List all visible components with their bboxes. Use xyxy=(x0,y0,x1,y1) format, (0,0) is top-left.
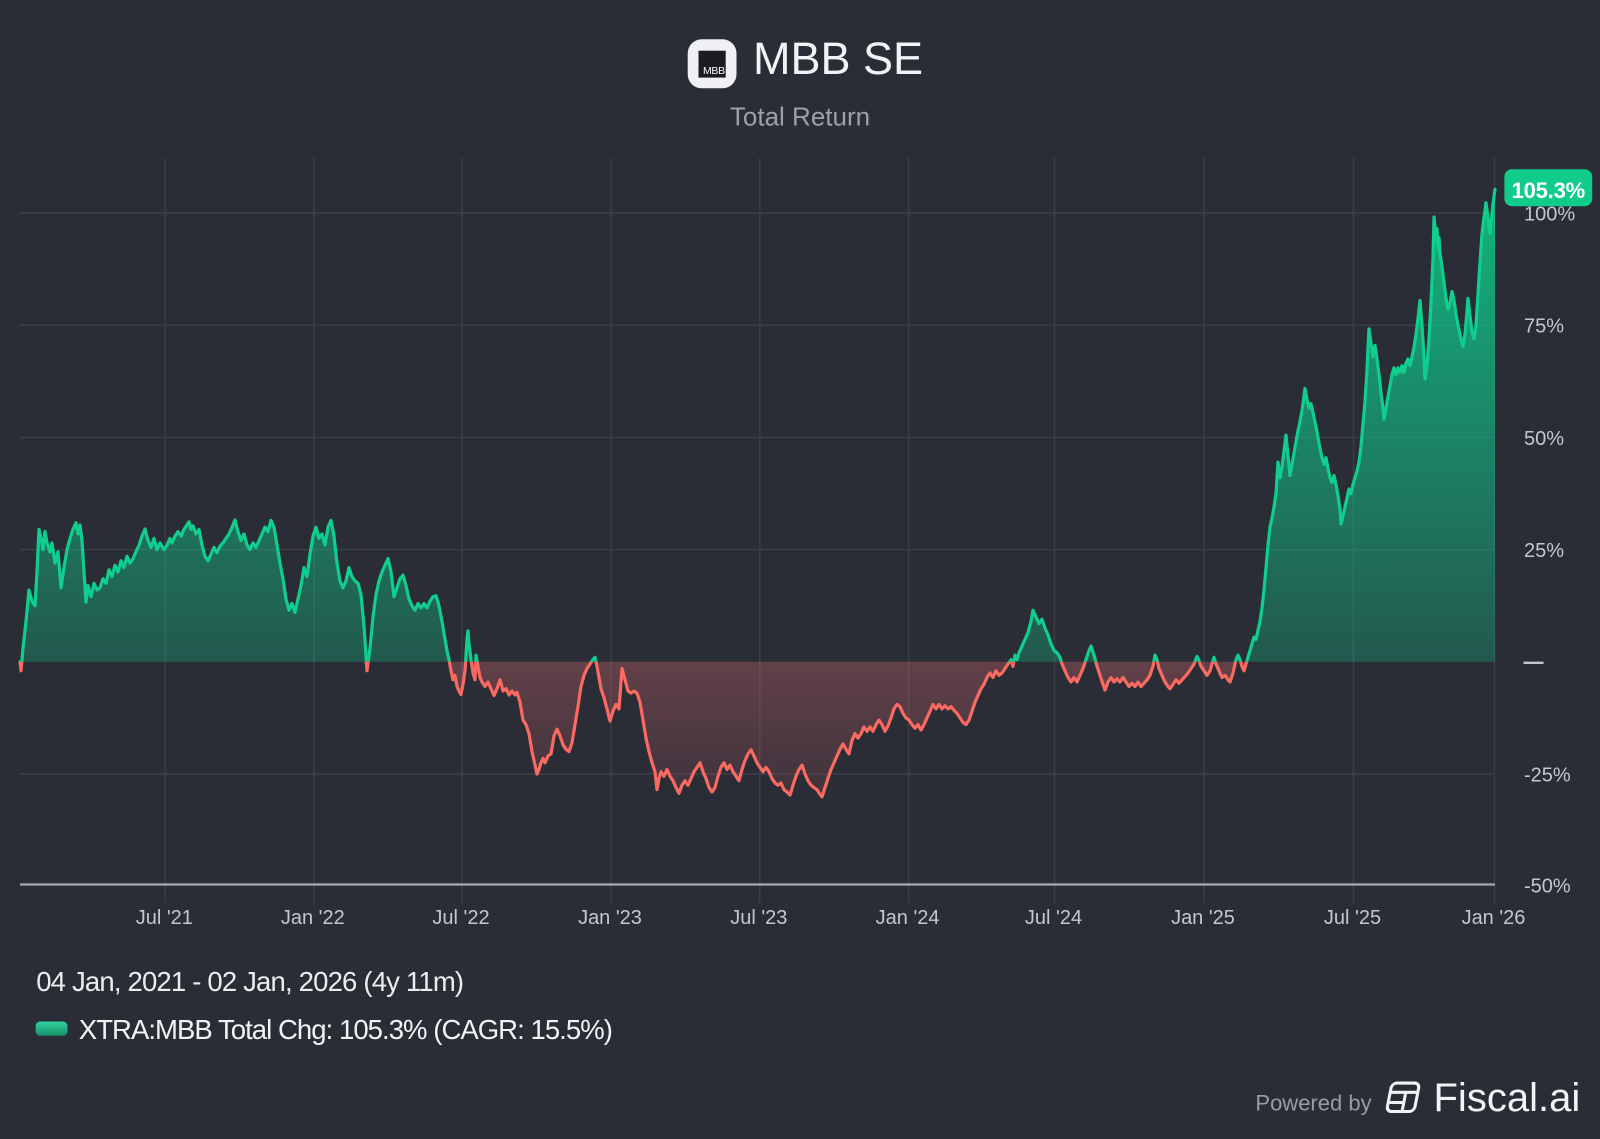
svg-text:04 Jan, 2021 - 02 Jan, 2026 (4: 04 Jan, 2021 - 02 Jan, 2026 (4y 11m) xyxy=(36,966,463,997)
svg-text:Jul '22: Jul '22 xyxy=(432,907,489,929)
svg-text:XTRA:MBB Total Chg: 105.3% (CA: XTRA:MBB Total Chg: 105.3% (CAGR: 15.5%) xyxy=(79,1014,612,1045)
svg-text:Jan '25: Jan '25 xyxy=(1171,907,1235,929)
svg-text:Jan '23: Jan '23 xyxy=(578,907,642,929)
svg-text:Jan '22: Jan '22 xyxy=(281,907,345,929)
svg-text:Powered by: Powered by xyxy=(1255,1091,1371,1116)
svg-text:Jul '21: Jul '21 xyxy=(136,907,193,929)
svg-text:MBB: MBB xyxy=(703,65,725,77)
svg-text:105.3%: 105.3% xyxy=(1512,178,1585,203)
svg-text:-50%: -50% xyxy=(1524,875,1571,897)
svg-text:Fiscal.ai: Fiscal.ai xyxy=(1434,1076,1581,1120)
svg-text:Jul '24: Jul '24 xyxy=(1025,907,1082,929)
svg-text:Jul '25: Jul '25 xyxy=(1324,907,1381,929)
svg-text:50%: 50% xyxy=(1524,428,1564,450)
svg-text:75%: 75% xyxy=(1524,316,1564,338)
svg-text:Jul '23: Jul '23 xyxy=(730,907,787,929)
svg-text:-25%: -25% xyxy=(1524,765,1571,787)
svg-text:Jan '26: Jan '26 xyxy=(1462,907,1526,929)
svg-text:25%: 25% xyxy=(1524,540,1564,562)
svg-text:Total Return: Total Return xyxy=(730,102,870,132)
svg-text:100%: 100% xyxy=(1524,204,1575,226)
svg-text:MBB SE: MBB SE xyxy=(753,33,923,84)
svg-text:Jan '24: Jan '24 xyxy=(876,907,940,929)
